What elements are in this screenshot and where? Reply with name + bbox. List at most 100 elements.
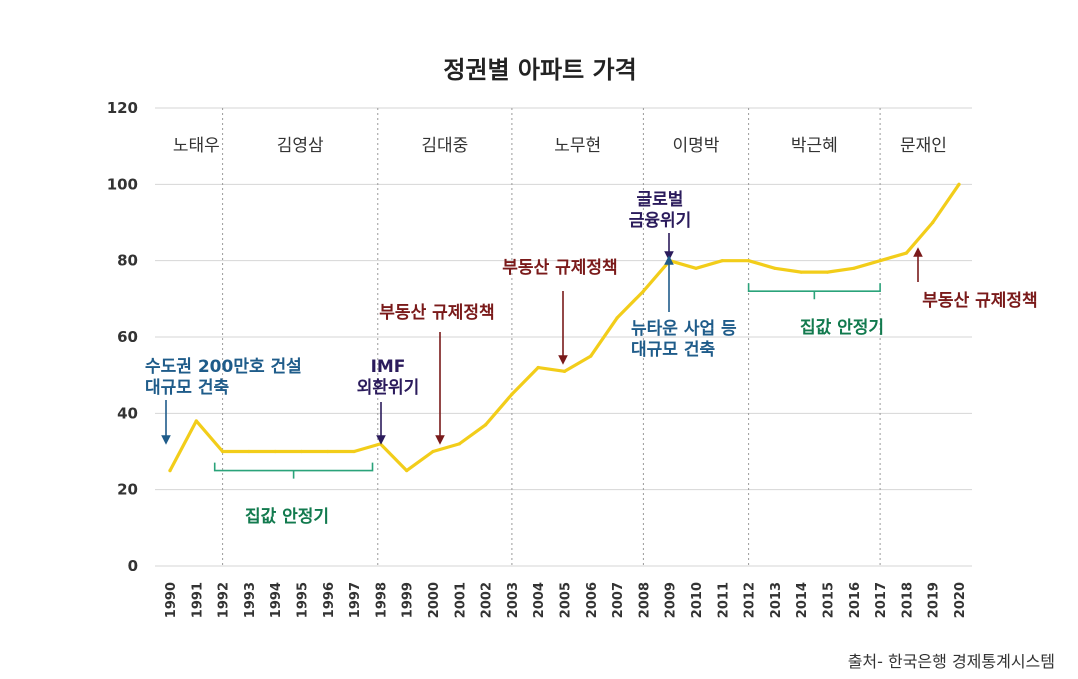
data-point-2018 <box>904 251 909 255</box>
x-tick-1999: 1999 <box>401 582 416 618</box>
x-tick-1997: 1997 <box>348 582 363 618</box>
data-point-2000 <box>431 449 435 454</box>
ann-regulation-2018: 부동산 규제정책 <box>913 247 1038 311</box>
ann-imf-line-2: 외환위기 <box>357 378 420 398</box>
ann-newtown-line-2: 대규모 건축 <box>631 340 715 360</box>
ann-regulation-2005: 부동산 규제정책 <box>502 258 618 365</box>
data-point-1999 <box>405 468 409 473</box>
y-axis-ticks: 0 20 40 60 80 100 120 <box>107 99 138 575</box>
data-point-1994 <box>273 449 277 454</box>
era-label-0: 노태우 <box>173 136 220 156</box>
x-tick-1998: 1998 <box>374 582 389 618</box>
ann-stable-2: 집값 안정기 <box>800 318 884 338</box>
x-tick-2012: 2012 <box>743 582 758 618</box>
x-tick-1993: 1993 <box>243 582 258 618</box>
x-tick-2007: 2007 <box>611 582 626 618</box>
ann-regulation-2000: 부동산 규제정책 <box>379 303 495 445</box>
data-point-2002 <box>484 423 488 427</box>
data-point-1995 <box>299 449 304 454</box>
era-dividers <box>222 108 881 566</box>
data-point-1998 <box>378 442 382 446</box>
era-label-4: 이명박 <box>673 136 720 156</box>
data-point-2010 <box>694 266 698 270</box>
x-axis-ticks: 1990 1991 1992 1993 1994 1995 1996 1997 1998 1999… <box>164 582 968 618</box>
era-label-1: 김영삼 <box>277 136 324 156</box>
ann-global-crisis-line-1: 글로벌 <box>637 190 684 210</box>
ann-stable-1-line-1: 집값 안정기 <box>245 507 329 527</box>
x-tick-1990: 1990 <box>164 582 179 618</box>
data-point-2015 <box>825 270 830 274</box>
x-tick-2011: 2011 <box>716 582 731 618</box>
data-point-2006 <box>589 354 593 358</box>
x-tick-1994: 1994 <box>269 582 284 618</box>
era-labels: 노태우 김영삼 김대중 노무현 이명박 박근혜 문재인 <box>173 136 947 156</box>
x-tick-1995: 1995 <box>296 582 311 618</box>
stable-period-brackets <box>213 283 881 479</box>
y-tick-60: 60 <box>117 328 138 346</box>
data-point-1992 <box>221 449 225 454</box>
x-tick-2003: 2003 <box>506 582 521 618</box>
x-tick-2017: 2017 <box>874 582 889 618</box>
data-point-1990 <box>168 468 172 473</box>
data-point-2017 <box>878 259 882 263</box>
era-label-5: 박근혜 <box>791 136 838 156</box>
x-tick-2005: 2005 <box>559 582 574 618</box>
x-tick-2015: 2015 <box>822 582 837 618</box>
data-point-2008 <box>641 289 646 293</box>
data-point-2019 <box>931 220 935 225</box>
ann-housing-2m-line-1: 수도권 200만호 건설 <box>145 357 302 377</box>
data-point-2004 <box>536 365 540 370</box>
ann-stable-1: 집값 안정기 <box>245 507 329 527</box>
price-series <box>168 182 961 473</box>
y-tick-40: 40 <box>117 404 138 422</box>
grid-lines <box>155 107 972 567</box>
data-point-2005 <box>562 369 567 373</box>
y-tick-120: 120 <box>107 99 138 117</box>
y-tick-100: 100 <box>107 175 138 193</box>
data-point-2007 <box>615 316 619 320</box>
x-tick-2009: 2009 <box>664 582 679 618</box>
stable-bracket-2 <box>747 283 881 300</box>
x-tick-2000: 2000 <box>427 582 442 618</box>
x-tick-2016: 2016 <box>848 582 863 618</box>
x-tick-1996: 1996 <box>322 582 337 618</box>
x-tick-2014: 2014 <box>795 582 810 618</box>
ann-global-crisis-line-2: 금융위기 <box>629 211 692 231</box>
y-tick-0: 0 <box>128 557 138 575</box>
x-tick-2004: 2004 <box>532 582 547 618</box>
x-tick-2002: 2002 <box>480 582 495 618</box>
data-point-2011 <box>720 259 724 263</box>
x-tick-2019: 2019 <box>927 582 942 618</box>
x-tick-1991: 1991 <box>190 582 205 618</box>
ann-imf-line-1: IMF <box>371 357 406 377</box>
source-note: 출처- 한국은행 경제통계시스템 <box>848 652 1055 671</box>
era-label-6: 문재인 <box>900 136 947 156</box>
data-point-2013 <box>773 266 777 270</box>
data-point-2001 <box>457 442 461 446</box>
data-point-1997 <box>352 449 356 454</box>
x-tick-1992: 1992 <box>217 582 232 618</box>
data-point-1996 <box>326 449 330 454</box>
x-tick-2013: 2013 <box>769 582 784 618</box>
data-point-1991 <box>194 419 198 423</box>
ann-housing-2m-line-2: 대규모 건축 <box>145 378 229 398</box>
data-point-2003 <box>510 392 514 396</box>
era-label-3: 노무현 <box>554 136 601 156</box>
data-point-2012 <box>747 259 751 263</box>
ann-regulation-2000-line-1: 부동산 규제정책 <box>379 303 494 323</box>
data-point-1993 <box>247 449 251 454</box>
ann-regulation-2005-line-1: 부동산 규제정책 <box>502 258 617 278</box>
x-tick-2001: 2001 <box>453 582 468 618</box>
ann-regulation-2018-line-1: 부동산 규제정책 <box>922 291 1037 311</box>
data-point-2020 <box>957 182 961 186</box>
ann-newtown-line-1: 뉴타운 사업 등 <box>631 319 737 339</box>
x-tick-2020: 2020 <box>953 582 968 618</box>
x-tick-2008: 2008 <box>637 582 652 618</box>
data-point-2014 <box>799 270 803 274</box>
